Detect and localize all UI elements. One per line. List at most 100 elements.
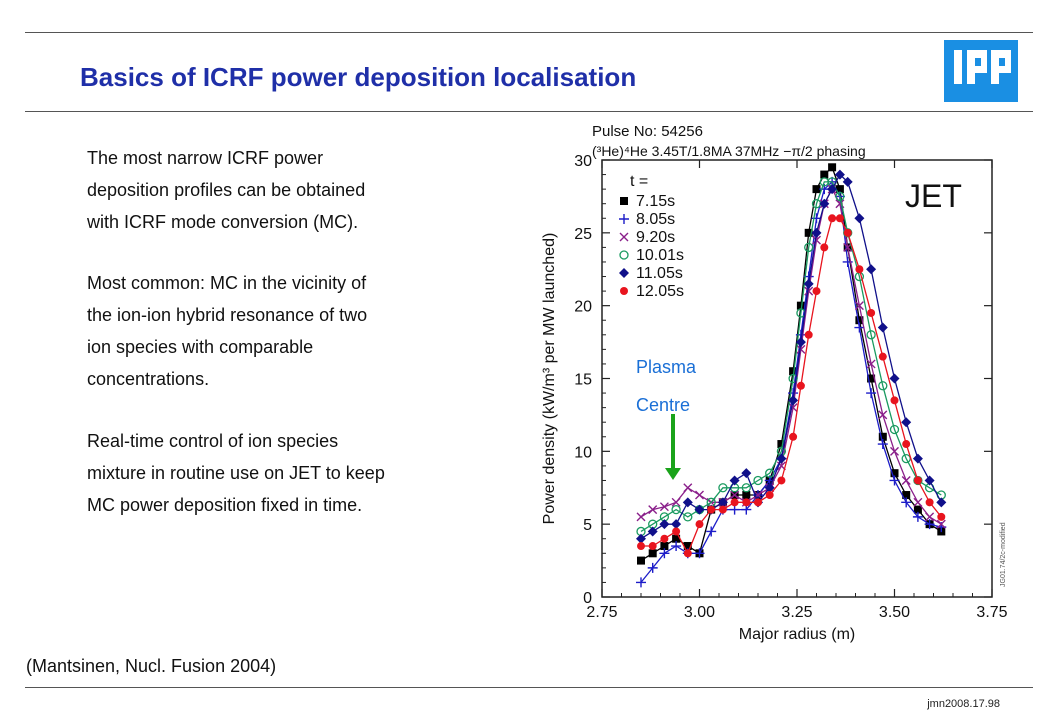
slide-title: Basics of ICRF power deposition localisa… bbox=[80, 62, 637, 92]
data-point bbox=[695, 520, 704, 529]
slide-id: jmn2008.17.98 bbox=[927, 698, 1000, 710]
ipp-logo bbox=[944, 40, 1018, 102]
data-point bbox=[890, 396, 899, 405]
x-tick-label: 2.75 bbox=[586, 604, 617, 621]
data-point bbox=[912, 453, 923, 464]
data-point bbox=[796, 301, 805, 310]
data-point bbox=[812, 287, 821, 296]
data-point bbox=[820, 170, 829, 179]
data-point bbox=[648, 549, 657, 558]
data-point bbox=[706, 526, 717, 537]
data-point bbox=[804, 242, 814, 253]
ipp-logo-mark bbox=[954, 50, 1011, 84]
data-point bbox=[671, 519, 682, 530]
plasma-label: Plasma bbox=[636, 357, 697, 377]
title-underline bbox=[25, 111, 1033, 112]
data-point bbox=[878, 381, 888, 391]
data-point bbox=[913, 505, 922, 514]
data-point bbox=[637, 556, 645, 565]
data-point bbox=[672, 534, 681, 543]
chart-header-conditions: (³He)⁴He 3.45T/1.8MA 37MHz −π/2 phasing bbox=[592, 143, 866, 159]
data-point bbox=[619, 268, 629, 278]
data-point bbox=[835, 214, 844, 223]
side-note: JG01.74/2c-modified bbox=[1000, 522, 1007, 587]
paragraph-mc: The most narrow ICRF power deposition pr… bbox=[87, 142, 507, 238]
x-axis-label: Major radius (m) bbox=[739, 626, 855, 643]
data-point bbox=[820, 243, 829, 252]
data-point bbox=[796, 381, 805, 390]
series-9-20s bbox=[636, 184, 946, 529]
data-point bbox=[854, 301, 864, 311]
data-point bbox=[765, 491, 774, 500]
data-point bbox=[834, 169, 845, 180]
legend-entry: 7.15s bbox=[636, 193, 675, 210]
data-point bbox=[717, 497, 728, 508]
data-point bbox=[788, 373, 798, 384]
legend-entry: 8.05s bbox=[636, 211, 675, 228]
data-point bbox=[788, 403, 798, 413]
text-line: Most common: MC in the vicinity of bbox=[87, 273, 367, 293]
data-point bbox=[683, 483, 693, 493]
data-point bbox=[659, 519, 670, 530]
text-line: with ICRF mode conversion (MC). bbox=[87, 212, 359, 232]
data-point bbox=[788, 395, 799, 406]
data-point bbox=[855, 316, 864, 325]
y-tick-label: 30 bbox=[574, 153, 592, 170]
paragraph-realtime-control: Real-time control of ion species mixture… bbox=[87, 425, 507, 521]
data-point bbox=[648, 505, 658, 515]
data-point bbox=[660, 534, 669, 543]
data-point bbox=[835, 191, 845, 202]
text-line: The most narrow ICRF power bbox=[87, 148, 324, 168]
data-point bbox=[889, 373, 900, 384]
y-tick-label: 15 bbox=[574, 372, 592, 389]
data-point bbox=[854, 213, 865, 224]
data-point bbox=[924, 519, 935, 530]
data-point bbox=[707, 505, 716, 514]
chart-header-pulse: Pulse No: 54256 bbox=[592, 123, 703, 140]
data-point bbox=[753, 475, 763, 486]
data-point bbox=[827, 184, 838, 195]
data-point bbox=[890, 469, 899, 478]
data-point bbox=[742, 491, 751, 500]
data-point bbox=[912, 511, 923, 522]
data-point bbox=[682, 497, 693, 508]
data-point bbox=[694, 504, 705, 515]
y-tick-label: 25 bbox=[574, 226, 592, 243]
data-point bbox=[901, 475, 911, 485]
data-point bbox=[866, 359, 876, 369]
data-point bbox=[683, 542, 692, 551]
data-point bbox=[619, 214, 629, 224]
data-point bbox=[866, 388, 877, 399]
data-point bbox=[890, 446, 899, 456]
legend-entry: 11.05s bbox=[636, 265, 683, 282]
legend-entry: 10.01s bbox=[636, 247, 684, 264]
data-point bbox=[842, 176, 853, 187]
data-point bbox=[741, 483, 751, 493]
citation: (Mantsinen, Nucl. Fusion 2004) bbox=[26, 656, 277, 676]
data-point bbox=[636, 533, 646, 544]
text-line: concentrations. bbox=[87, 369, 210, 389]
data-point bbox=[937, 512, 946, 521]
data-point bbox=[811, 227, 822, 238]
data-point bbox=[647, 526, 658, 537]
data-point bbox=[647, 562, 658, 573]
data-point bbox=[695, 490, 704, 500]
data-point bbox=[877, 439, 888, 450]
data-point bbox=[889, 424, 900, 435]
data-point bbox=[659, 502, 669, 512]
y-tick-label: 5 bbox=[583, 517, 592, 534]
series-12-05s bbox=[637, 214, 946, 558]
data-point bbox=[741, 468, 752, 479]
power-deposition-chart: Pulse No: 54256 (³He)⁴He 3.45T/1.8MA 37MH… bbox=[541, 123, 1008, 643]
data-point bbox=[660, 542, 669, 551]
data-point bbox=[718, 483, 728, 493]
paragraph-ion-hybrid: Most common: MC in the vicinity of the i… bbox=[87, 267, 507, 395]
data-point bbox=[789, 432, 798, 441]
data-point bbox=[777, 476, 786, 485]
top-rule bbox=[25, 32, 1033, 33]
plasma-centre-arrowhead bbox=[665, 468, 681, 480]
data-point bbox=[913, 476, 922, 485]
legend-entry: 9.20s bbox=[636, 229, 675, 246]
y-tick-label: 10 bbox=[574, 444, 592, 461]
data-point bbox=[878, 432, 887, 441]
